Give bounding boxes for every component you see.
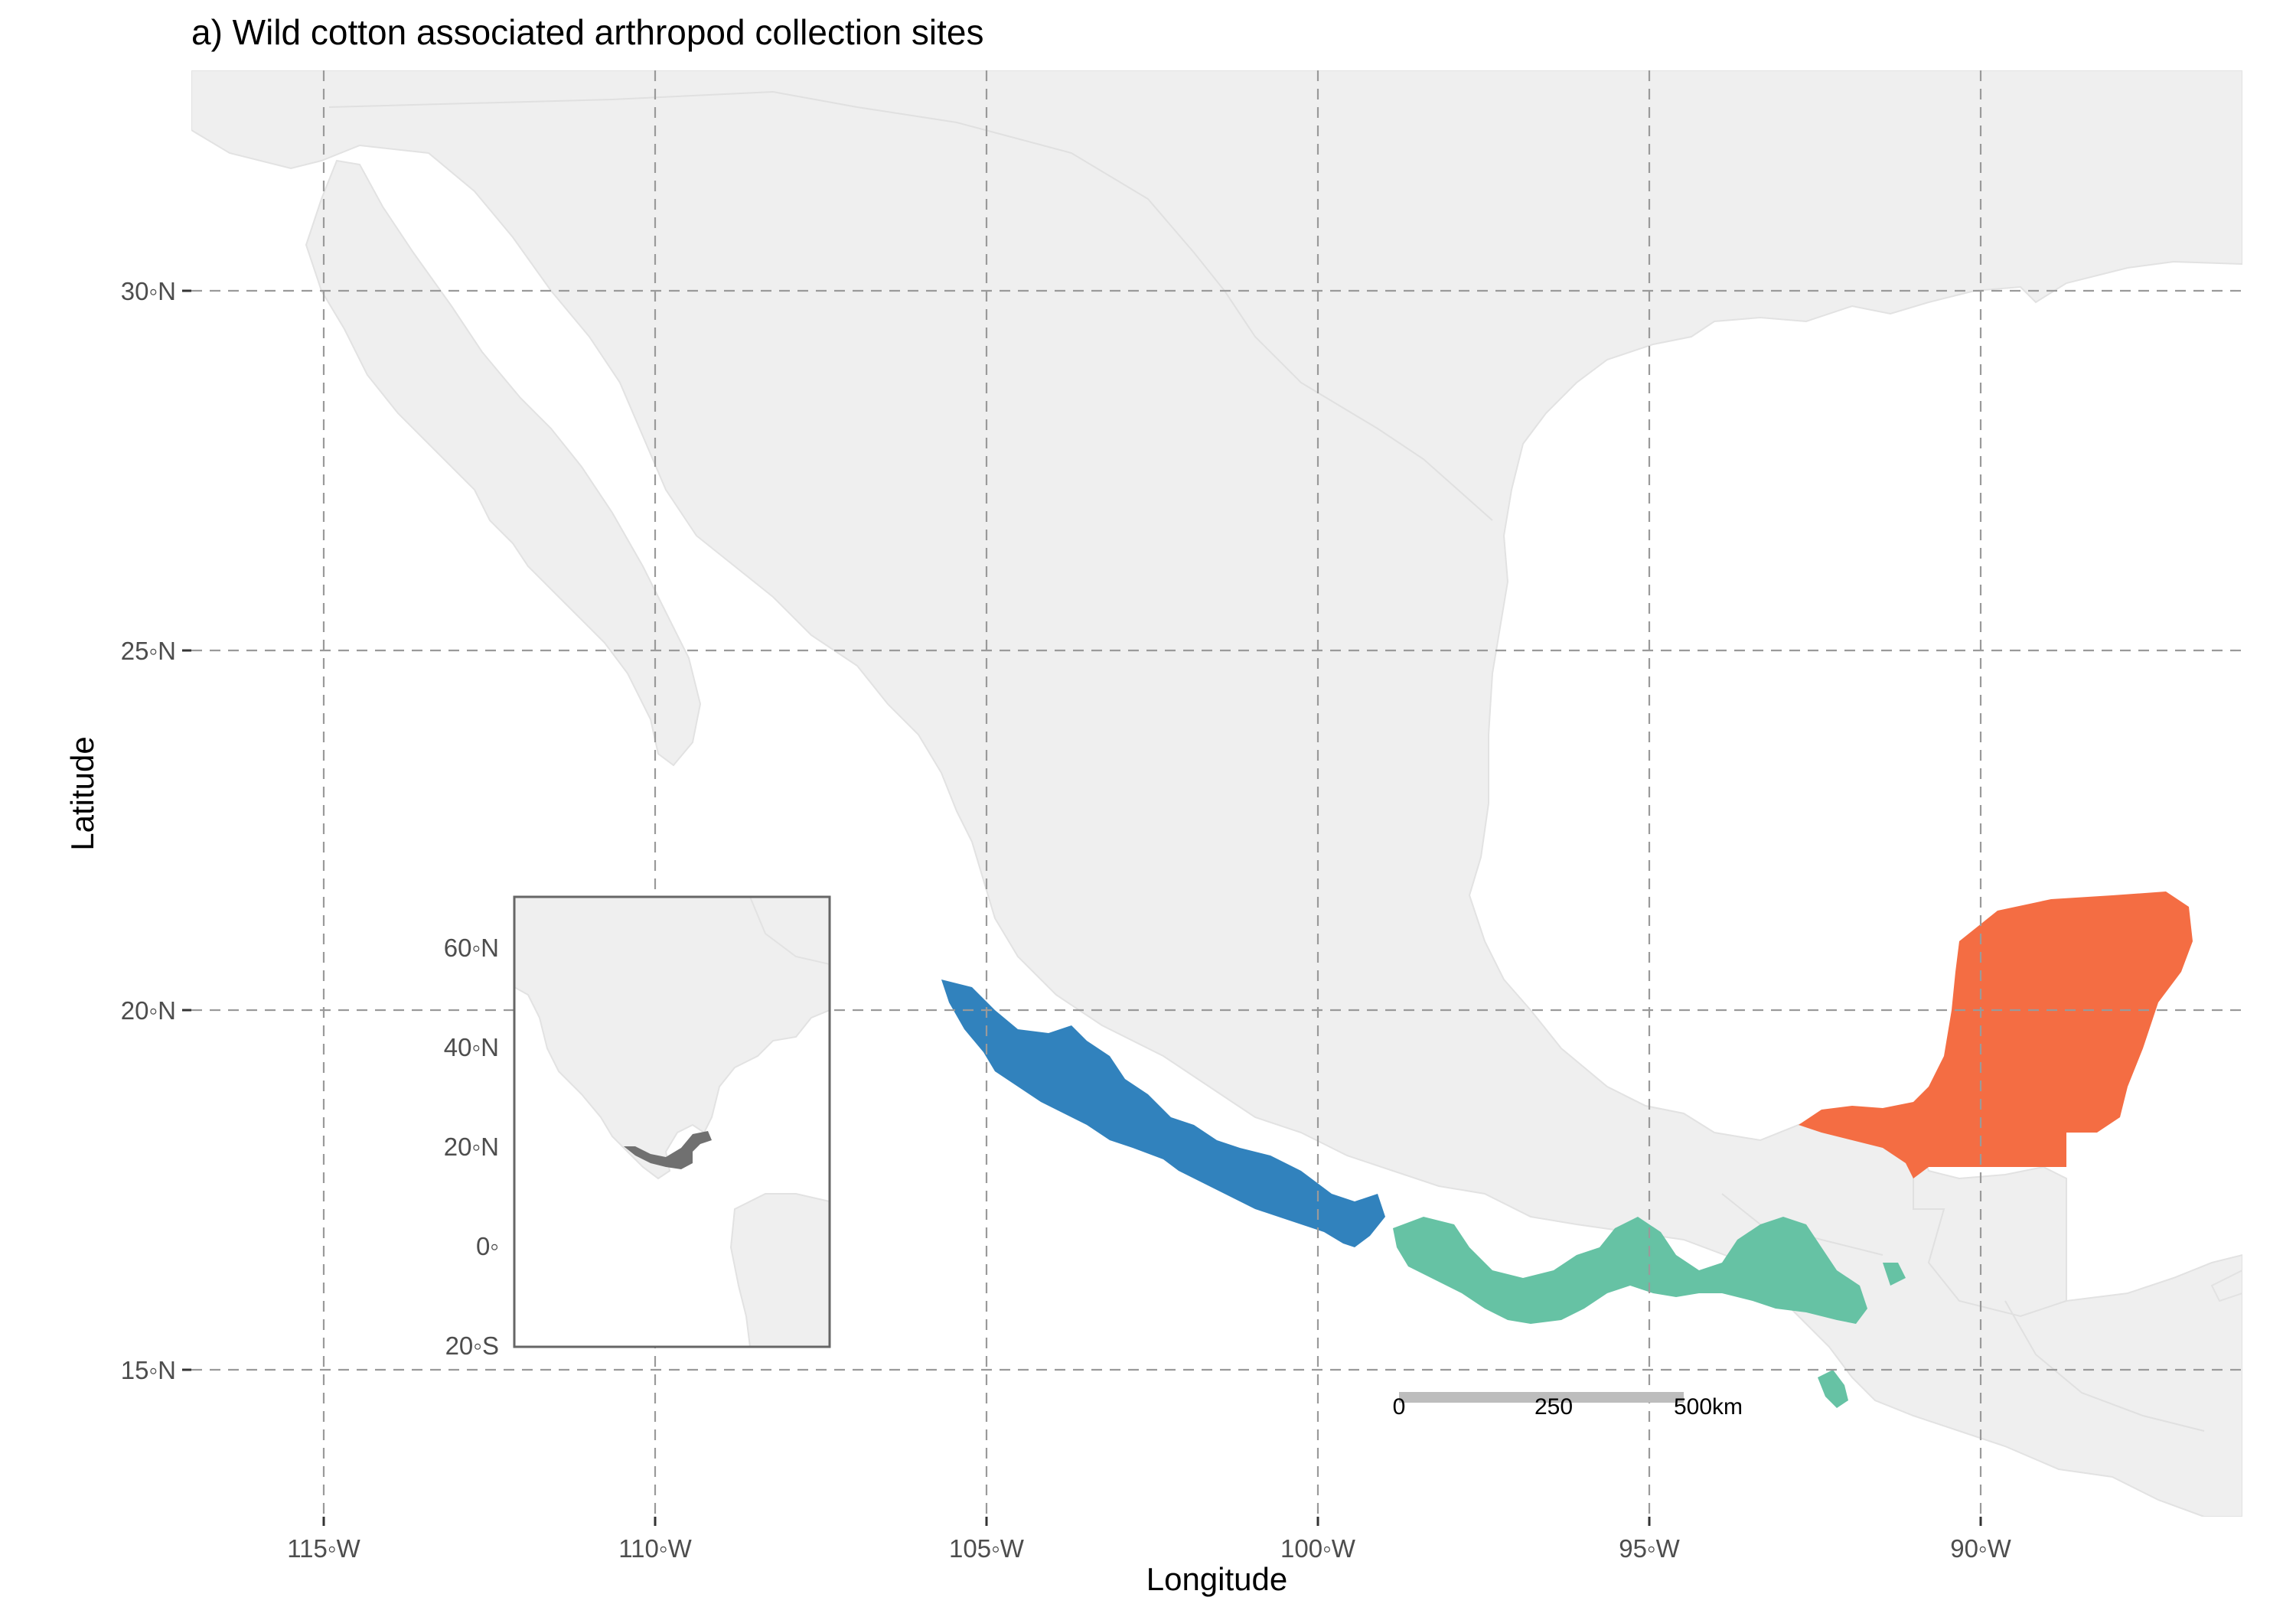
x-axis-title: Longitude — [1146, 1561, 1288, 1597]
scale-bar: 0 250 500km — [1393, 1392, 1743, 1420]
inset-map: 60◦N 40◦N 20◦N 0◦ 20◦S — [444, 895, 831, 1360]
x-tick-label: 90◦W — [1950, 1534, 2011, 1563]
x-tick-label: 115◦W — [287, 1534, 360, 1563]
y-axis: 30◦N 25◦N 20◦N 15◦N — [121, 277, 191, 1384]
inset-y-tick-label: 60◦N — [444, 934, 499, 962]
inset-study-region — [624, 1131, 712, 1169]
inset-y-tick-label: 40◦N — [444, 1033, 499, 1061]
land-mainland — [191, 70, 2242, 1517]
figure-title: a) Wild cotton associated arthropod coll… — [191, 12, 984, 52]
gridlines — [191, 70, 2242, 1517]
x-tick-label: 110◦W — [618, 1534, 692, 1563]
country-borders — [328, 90, 2205, 1432]
y-tick-label: 25◦N — [121, 637, 176, 665]
region-yucatan — [1799, 892, 2193, 1178]
inset-y-tick-label: 20◦S — [445, 1332, 499, 1360]
region-pacific-coast-west — [941, 980, 1385, 1247]
inset-y-tick-label: 20◦N — [444, 1133, 499, 1161]
y-tick-label: 20◦N — [121, 996, 176, 1025]
region-pacific-coast-south — [1393, 1217, 1906, 1408]
land-cuba — [2210, 1269, 2242, 1302]
x-tick-label: 95◦W — [1619, 1534, 1680, 1563]
y-tick-label: 30◦N — [121, 277, 176, 305]
land-baja-california — [305, 159, 702, 767]
x-axis: 115◦W 110◦W 105◦W 100◦W 95◦W 90◦W — [287, 1517, 2012, 1563]
scale-label: 500km — [1674, 1394, 1743, 1420]
y-axis-title: Latitude — [64, 736, 100, 850]
scale-label: 0 — [1393, 1394, 1406, 1420]
y-tick-label: 15◦N — [121, 1356, 176, 1384]
x-tick-label: 105◦W — [949, 1534, 1025, 1563]
scale-label: 250 — [1534, 1394, 1573, 1420]
inset-land-north-america — [514, 897, 830, 1180]
inset-y-tick-label: 0◦ — [476, 1232, 499, 1260]
map-panel — [191, 70, 2242, 1517]
inset-land-south-america — [729, 1193, 830, 1347]
inset-land-greenland — [748, 897, 830, 966]
x-tick-label: 100◦W — [1280, 1534, 1356, 1563]
